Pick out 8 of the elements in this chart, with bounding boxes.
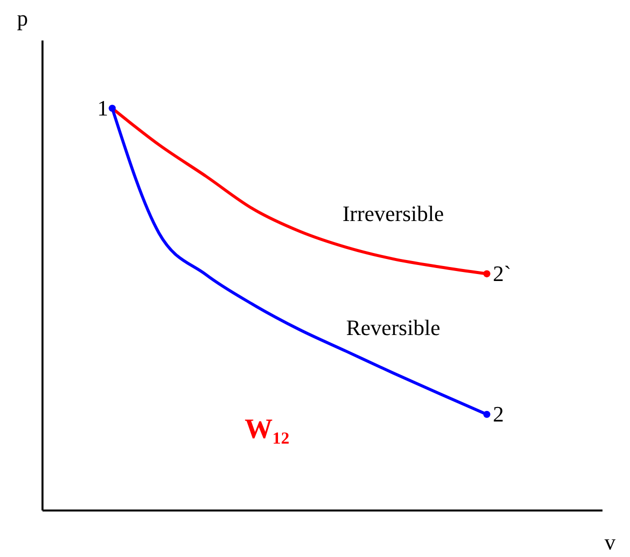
x-axis-title: v: [604, 530, 616, 554]
series-label: Reversible: [346, 315, 440, 340]
y-axis-title: p: [17, 6, 28, 30]
annotation: 1: [97, 95, 108, 120]
annotation: 2: [492, 401, 504, 426]
series-label: Irreversible: [342, 200, 444, 226]
annotation: W₁₂: [244, 414, 290, 445]
annotation: 2`: [492, 260, 512, 286]
